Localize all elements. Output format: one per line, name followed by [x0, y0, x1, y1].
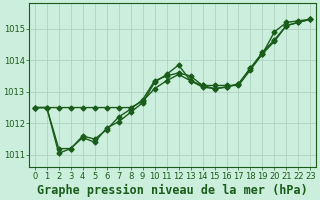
X-axis label: Graphe pression niveau de la mer (hPa): Graphe pression niveau de la mer (hPa): [37, 183, 308, 197]
